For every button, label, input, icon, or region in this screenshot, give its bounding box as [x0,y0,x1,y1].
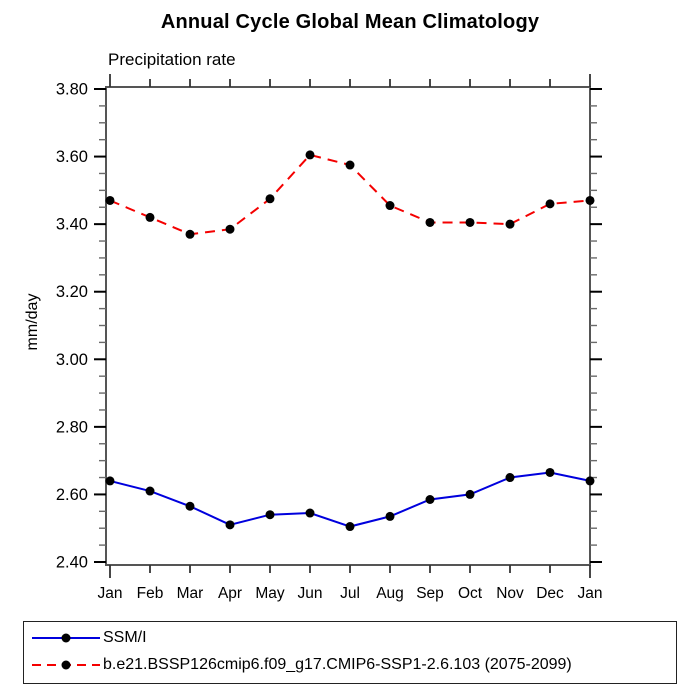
data-point-marker [225,520,235,530]
data-point-marker [185,501,195,511]
x-tick-label: Jan [98,585,123,602]
data-point-marker [145,486,155,496]
x-tick-label: Jun [298,585,323,602]
y-tick-label: 3.80 [56,81,88,99]
plot-frame [105,86,591,566]
x-tick-label: May [255,585,285,602]
legend-line-sample-dashed [32,660,100,669]
data-point-marker [465,489,475,499]
data-point-marker [425,217,435,227]
x-tick-label: Oct [458,585,483,602]
data-point-marker [105,195,115,205]
data-point-marker [265,194,275,204]
data-point-marker [265,510,275,520]
y-tick-label: 3.40 [56,216,88,234]
chart-subtitle: Precipitation rate [108,50,236,69]
y-tick-label: 3.60 [56,148,88,166]
x-tick-label: Mar [177,585,204,602]
data-point-marker [385,511,395,521]
data-point-marker [585,476,595,486]
data-point-marker [545,467,555,477]
data-point-marker [505,473,515,483]
x-tick-label: Nov [496,585,524,602]
legend-label-model: b.e21.BSSP126cmip6.f09_g17.CMIP6-SSP1-2.… [103,655,572,673]
legend-line-sample-solid [32,633,100,642]
series-line-ssmi [109,471,591,528]
legend-marker-icon [61,660,71,669]
x-tick-label: Sep [416,585,444,602]
chart-title: Annual Cycle Global Mean Climatology [160,11,540,33]
data-point-marker [305,508,315,518]
x-tick-label: Aug [376,585,404,602]
data-point-marker [145,212,155,222]
data-point-marker [305,150,315,160]
data-point-marker [505,219,515,229]
x-tick-label: Feb [137,585,164,602]
data-point-marker [105,476,115,486]
data-point-marker [585,195,595,205]
y-tick-label: 2.60 [56,486,88,504]
data-point-marker [545,199,555,209]
data-point-marker [425,494,435,504]
y-tick-label: 3.20 [56,283,88,301]
x-tick-label: Dec [536,585,564,602]
legend-label-ssmi: SSM/I [103,628,147,646]
x-tick-label: Jul [340,585,360,602]
data-point-marker [185,229,195,239]
y-tick-label: 2.80 [56,418,88,436]
data-point-marker [345,522,355,532]
y-tick-label: 2.40 [56,554,88,572]
legend-item-ssmi: SSM/I [31,624,147,651]
data-point-marker [225,224,235,234]
data-point-marker [385,201,395,211]
data-point-marker [465,217,475,227]
legend-marker-icon [61,633,71,642]
y-tick-label: 3.00 [56,351,88,369]
x-tick-label: Apr [218,585,242,602]
legend-item-model: b.e21.BSSP126cmip6.f09_g17.CMIP6-SSP1-2.… [31,651,572,678]
data-point-marker [345,160,355,170]
x-tick-label: Jan [578,585,603,602]
legend: SSM/I b.e21.BSSP126cmip6.f09_g17.CMIP6-S… [23,621,677,684]
